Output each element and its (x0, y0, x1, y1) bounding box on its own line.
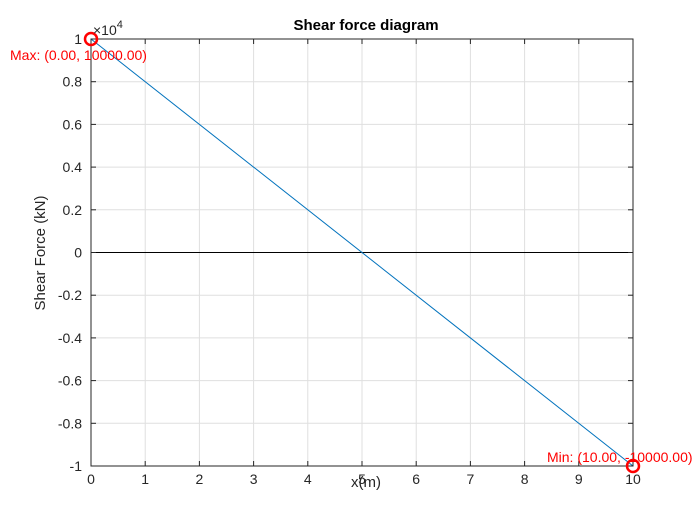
y-tick-label: 0.6 (63, 116, 83, 132)
x-tick-label: 7 (467, 471, 475, 487)
y-tick-label: -0.8 (58, 415, 82, 431)
x-tick-label: 9 (575, 471, 583, 487)
chart-title: Shear force diagram (293, 17, 438, 34)
ticks: 0 1 2 3 4 5 6 7 8 9 10 -1 -0.8 -0.6 -0.4 -0.2 0 0.2 0.4 0.6… (58, 31, 641, 487)
y-axis-exponent: ×104 (93, 19, 123, 38)
x-tick-label: 2 (196, 471, 204, 487)
x-tick-label: 3 (250, 471, 258, 487)
y-axis-exponent-base: ×10 (93, 22, 117, 38)
y-tick-label: 1 (74, 31, 82, 47)
max-marker (83, 31, 99, 47)
x-tick-label: 6 (412, 471, 420, 487)
y-tick-label: 0.8 (63, 74, 83, 90)
y-tick-label: 0 (74, 245, 82, 261)
y-tick-label: 0.2 (63, 202, 83, 218)
y-tick-label: -1 (70, 458, 83, 474)
series-layer (90, 38, 634, 467)
y-axis-exponent-power: 4 (117, 19, 123, 31)
x-tick-label: 0 (87, 471, 95, 487)
x-tick-label: 10 (625, 471, 641, 487)
x-tick-label: 5 (358, 471, 366, 487)
x-axis-label: x(m) (351, 474, 381, 491)
y-tick-label: -0.2 (58, 287, 82, 303)
shear-force-series-line (90, 38, 634, 467)
max-annotation: Max: (0.00, 10000.00) (10, 47, 147, 63)
y-tick-label: -0.6 (58, 373, 82, 389)
min-annotation: Min: (10.00, -10000.00) (547, 449, 693, 465)
x-tick-label: 8 (521, 471, 529, 487)
y-tick-label: 0.4 (63, 159, 83, 175)
x-tick-label: 1 (141, 471, 149, 487)
y-tick-label: -0.4 (58, 330, 82, 346)
y-axis-label: Shear Force (kN) (32, 195, 49, 310)
min-marker (625, 458, 641, 474)
markers: Max: (0.00, 10000.00) Min: (10.00, -10000… (10, 31, 693, 474)
x-tick-label: 4 (304, 471, 312, 487)
